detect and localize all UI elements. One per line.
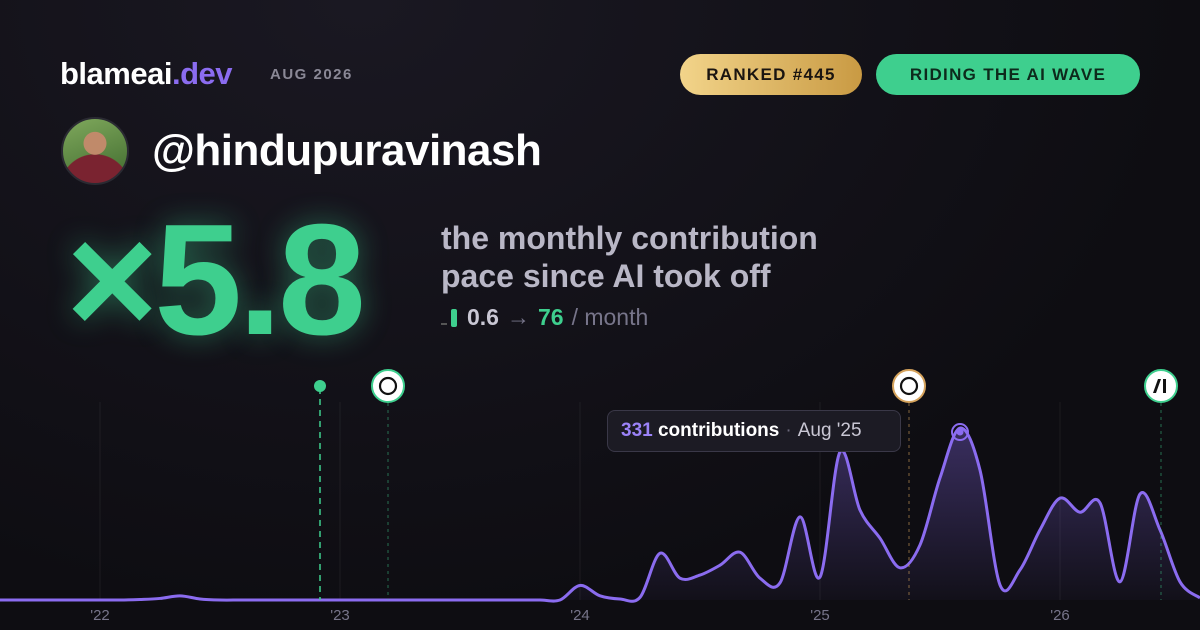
avatar (61, 117, 129, 185)
username: @hindupuravinash (152, 126, 542, 175)
event-icon (892, 369, 926, 403)
event-icon (1144, 369, 1178, 403)
tooltip-date: Aug '25 (797, 420, 862, 441)
area (0, 427, 1200, 602)
tooltip-value: 331 (621, 420, 653, 441)
x-tick-label: '22 (90, 607, 110, 624)
rank-badge: RANKED #445 (680, 54, 862, 95)
x-tick-label: '26 (1050, 607, 1070, 624)
description: pace since AI took off (441, 258, 771, 294)
description: the monthly contribution (441, 220, 818, 256)
x-tick-label: '23 (330, 607, 350, 624)
brand-tld: .dev (171, 56, 233, 91)
multiplier: ×5.8 (66, 192, 366, 368)
icon-glyph (899, 376, 919, 396)
status-badge: RIDING THE AI WAVE (876, 54, 1140, 95)
line (0, 426, 1200, 603)
after-value: 76 (537, 304, 564, 330)
icon-glyph (378, 376, 398, 396)
highlight-ring (951, 423, 969, 442)
unit: / month (571, 304, 649, 330)
event-dot (314, 380, 326, 392)
x-tick-label: '25 (810, 607, 830, 624)
event-icon (371, 369, 405, 403)
icon-glyph (1153, 379, 1166, 393)
stats: 0.6 → 76 / month (441, 304, 648, 331)
brand: blameai.dev (60, 56, 232, 92)
highlight-point (956, 428, 964, 436)
tooltip-separator: · (785, 420, 792, 441)
event-markers (314, 369, 1178, 600)
tooltip: 331 contributions · Aug '25 (607, 410, 901, 452)
x-tick-label: '24 (570, 607, 590, 624)
before-value: 0.6 (467, 304, 499, 330)
plot: '22 '23 '24 '25 '26 (0, 402, 1200, 624)
brand-name: blameai (60, 56, 172, 91)
date: AUG 2026 (270, 66, 353, 83)
tooltip-label: contributions (657, 420, 780, 441)
arrow: → (506, 304, 530, 330)
